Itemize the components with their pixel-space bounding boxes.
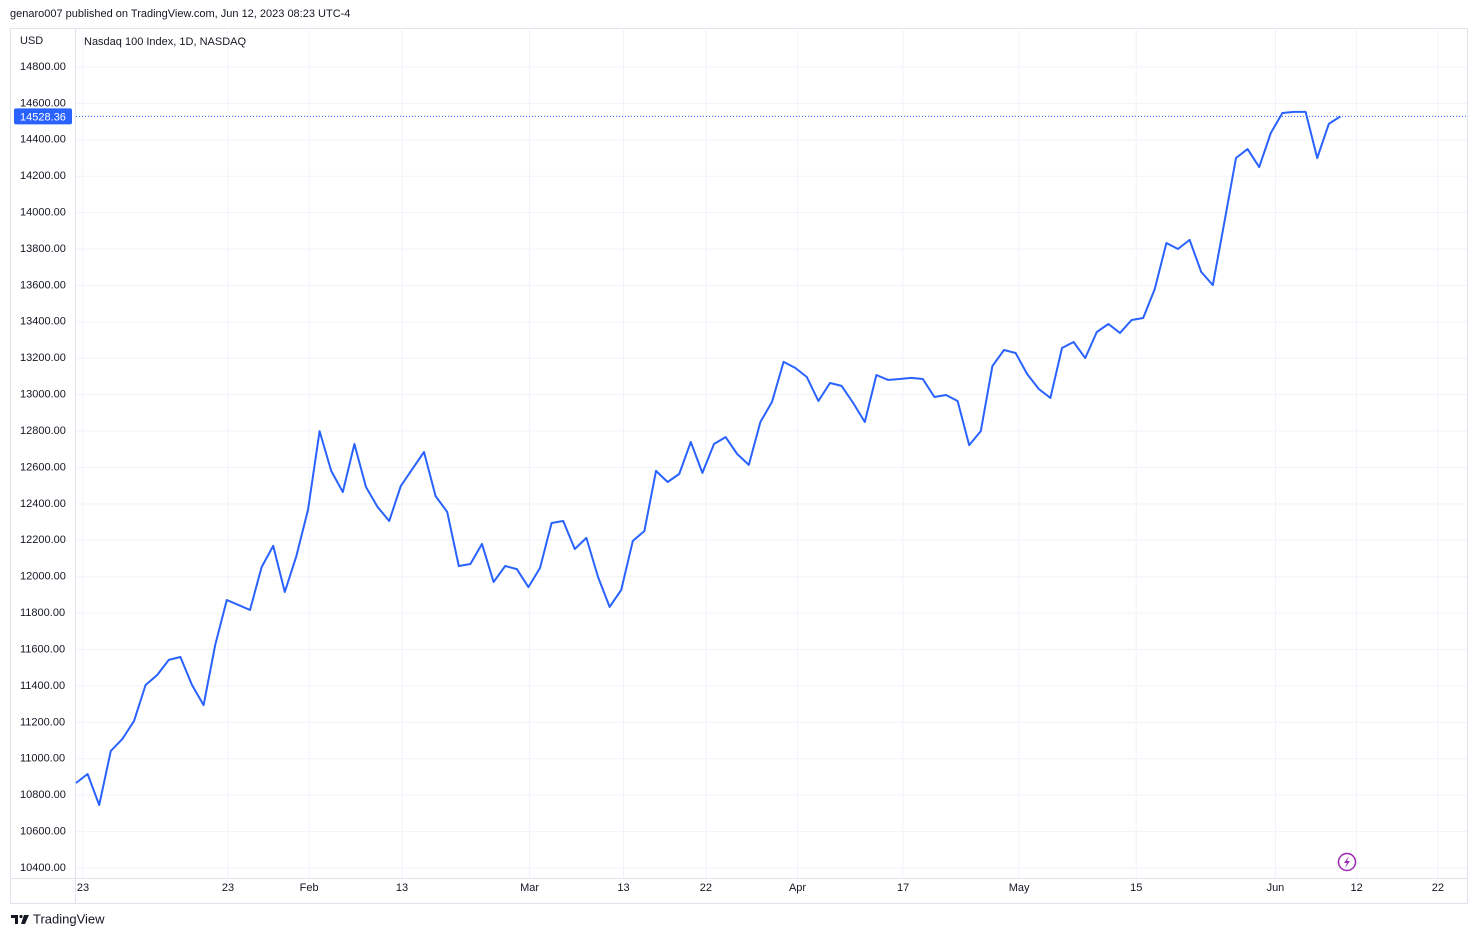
published-note: genaro007 published on TradingView.com, … — [10, 8, 350, 20]
frame — [10, 28, 1468, 904]
x-tick-label: 22 — [700, 882, 712, 894]
y-tick-label: 13000.00 — [20, 389, 66, 401]
x-tick-label: Apr — [789, 882, 806, 894]
price-line — [75, 110, 1341, 806]
x-tick-label: 12 — [1351, 882, 1363, 894]
icon — [1337, 852, 1357, 872]
y-tick-label: 11800.00 — [20, 607, 65, 619]
y-tick-label: 14400.00 — [20, 134, 66, 146]
y-tick-label: 12000.00 — [20, 571, 66, 583]
y-tick-label: 10600.00 — [20, 825, 66, 837]
x-tick-label: 23 — [77, 882, 89, 894]
y-tick-label: 10800.00 — [20, 789, 66, 801]
y-tick-label: 13200.00 — [20, 352, 66, 364]
x-tick-label: 13 — [396, 882, 408, 894]
y-tick-label: 13400.00 — [20, 316, 66, 328]
currency: USD — [20, 35, 43, 47]
logo — [11, 914, 29, 924]
y-tick-label: 14800.00 — [20, 61, 66, 73]
x-tick-label: 17 — [897, 882, 909, 894]
y-tick-label: 14600.00 — [20, 97, 66, 109]
y-tick-label: 13600.00 — [20, 279, 66, 291]
x-tick-label: 23 — [222, 882, 234, 894]
y-tick-label: 12800.00 — [20, 425, 66, 437]
y-tick-label: 11400.00 — [20, 680, 65, 692]
x-tick-label: Feb — [300, 882, 319, 894]
y-tick-label: 12200.00 — [20, 534, 66, 546]
last-price-box — [14, 108, 72, 125]
y-tick-label: 10400.00 — [20, 862, 66, 874]
x-tick-label: 15 — [1130, 882, 1142, 894]
last-price-label: 14528.36 — [20, 111, 66, 123]
x-tick-label: Jun — [1267, 882, 1285, 894]
y-tick-label: 11600.00 — [20, 643, 65, 655]
y-tick-label: 14000.00 — [20, 207, 66, 219]
y-tick-label: 11200.00 — [20, 716, 65, 728]
brand: TradingView — [33, 911, 105, 926]
y-tick-label: 12600.00 — [20, 461, 66, 473]
x-tick-label: Mar — [520, 882, 539, 894]
x-tick-label: May — [1009, 882, 1030, 894]
x-tick-label: 22 — [1432, 882, 1444, 894]
y-tick-label: 13800.00 — [20, 243, 66, 255]
grid — [76, 28, 1467, 878]
chart-title: Nasdaq 100 Index, 1D, NASDAQ — [84, 36, 246, 48]
y-tick-label: 11000.00 — [20, 753, 65, 765]
y-tick-label: 14200.00 — [20, 170, 66, 182]
y-tick-label: 12400.00 — [20, 498, 66, 510]
x-tick-label: 13 — [617, 882, 629, 894]
